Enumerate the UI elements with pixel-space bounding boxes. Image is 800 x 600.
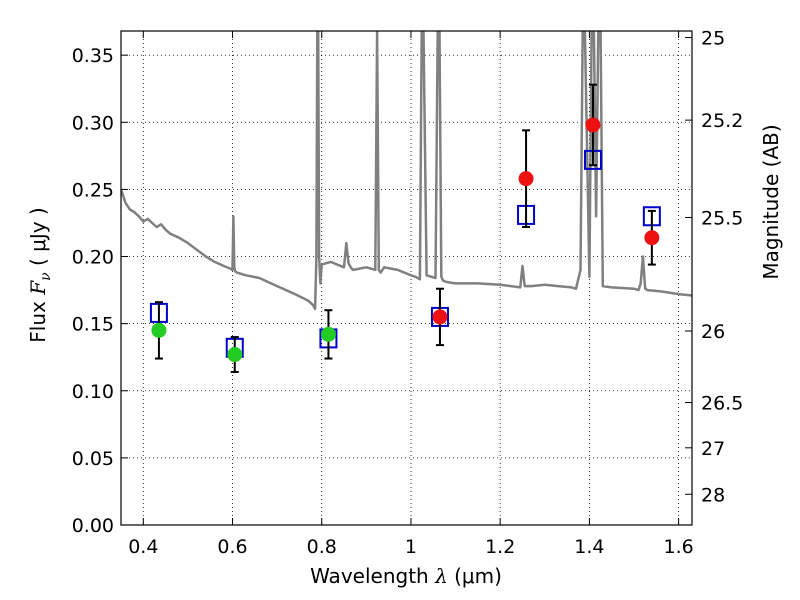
right-tick-label: 26 [701, 321, 725, 343]
axes: 0.4 0.6 0.8 1 1.2 1.4 1.6 0.00 0.05 0.10 0.15 0.20 0… [72, 28, 744, 558]
x-axis-title-unit: (μm) [448, 564, 502, 588]
y-tick-label: 0.05 [72, 448, 114, 470]
data-point [320, 326, 336, 342]
right-axis-title: Magnitude (AB) [759, 124, 783, 279]
y-axis-title-unit: ( μJy ) [26, 207, 50, 272]
plot-area [121, 31, 692, 525]
right-tick-label: 25.5 [701, 207, 743, 229]
y-tick-label: 0.15 [72, 314, 114, 336]
y-axis-title-prefix: Flux [26, 295, 50, 343]
right-tick-label: 25 [701, 28, 725, 50]
data-point [151, 322, 167, 338]
data-point [644, 230, 660, 246]
model-spectrum-line [121, 31, 692, 311]
y-tick-label: 0.35 [72, 45, 114, 67]
y-axis-title-subscript: ν [38, 272, 54, 281]
x-tick-label: 1.2 [485, 536, 515, 558]
right-tick-label: 28 [701, 484, 725, 506]
x-axis-title-prefix: Wavelength [310, 564, 435, 588]
x-tick-label: 1.4 [574, 536, 604, 558]
y-tick-label: 0.00 [72, 515, 114, 537]
x-axis-title-symbol: λ [434, 564, 448, 588]
x-tick-label: 0.4 [128, 536, 158, 558]
x-axis-title: Wavelength λ (μm) [310, 564, 502, 588]
y-tick-label: 0.20 [72, 247, 114, 269]
x-tick-label: 0.8 [307, 536, 337, 558]
right-tick-label: 26.5 [701, 393, 743, 415]
right-tick-label: 27 [701, 438, 725, 460]
x-tick-label: 1 [405, 536, 417, 558]
x-tick-label: 0.6 [217, 536, 247, 558]
y-tick-label: 0.25 [72, 179, 114, 201]
plot-content [121, 31, 692, 373]
y-axis-title-symbol: F [26, 280, 50, 296]
plot-frame [120, 30, 693, 526]
right-tick-label: 25.2 [701, 110, 743, 132]
data-point [585, 117, 601, 133]
data-point [432, 309, 448, 325]
data-point [518, 171, 534, 187]
y-axis-title: Flux Fν ( μJy ) [26, 207, 54, 342]
y-tick-label: 0.30 [72, 112, 114, 134]
x-tick-label: 1.6 [664, 536, 694, 558]
data-point [227, 347, 243, 363]
y-tick-label: 0.10 [72, 381, 114, 403]
